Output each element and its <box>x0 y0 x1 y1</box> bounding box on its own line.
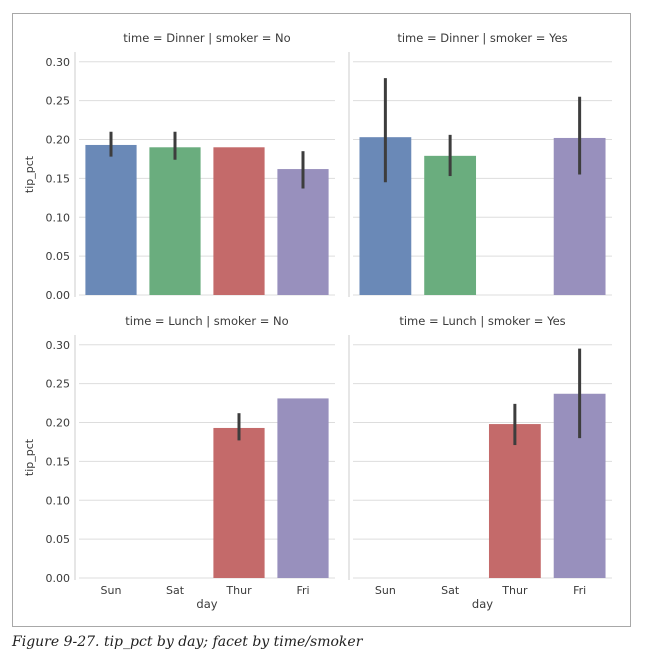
x-tick-label: Thur <box>225 584 252 597</box>
y-tick-label: 0.15 <box>46 172 71 185</box>
bar-sun <box>85 144 137 295</box>
y-tick-label: 0.25 <box>46 95 71 108</box>
figure-frame: 0.00 0.05 0.10 0.15 0.20 0.25 0.30 tip_pct time … <box>12 13 631 627</box>
panel-title: time = Dinner | smoker = Yes <box>397 31 567 45</box>
bar-sat <box>149 147 201 295</box>
bar-fri <box>277 398 329 578</box>
y-tick-label: 0.30 <box>46 339 71 352</box>
x-tick-label: Sun <box>375 584 396 597</box>
y-tick-label: 0.30 <box>46 56 71 69</box>
x-axis-label: day <box>196 597 217 611</box>
bar-thur <box>213 147 265 295</box>
figure-caption: Figure 9-27. tip_pct by day; facet by ti… <box>12 634 363 650</box>
bar-thur <box>488 424 541 578</box>
panel-title: time = Lunch | smoker = No <box>125 314 288 328</box>
panel-title: time = Dinner | smoker = No <box>123 31 290 45</box>
facet-grid: 0.000.050.100.150.200.250.30tip_pcttime … <box>23 31 612 611</box>
bar-sat <box>424 155 477 295</box>
x-tick-label: Sun <box>101 584 122 597</box>
y-tick-label: 0.15 <box>46 455 71 468</box>
y-axis-label: tip_pct <box>23 155 36 193</box>
x-tick-label: Sat <box>166 584 185 597</box>
x-tick-label: Fri <box>296 584 309 597</box>
x-tick-label: Fri <box>573 584 586 597</box>
x-tick-label: Thur <box>501 584 528 597</box>
y-tick-label: 0.20 <box>46 134 71 147</box>
bar-thur <box>213 427 265 578</box>
y-tick-label: 0.20 <box>46 417 71 430</box>
y-axis-label: tip_pct <box>23 438 36 476</box>
y-tick-label: 0.00 <box>46 289 71 302</box>
x-tick-label: Sat <box>441 584 460 597</box>
y-tick-label: 0.10 <box>46 211 71 224</box>
x-axis-label: day <box>472 597 493 611</box>
y-tick-label: 0.05 <box>46 250 71 263</box>
bar-fri <box>277 169 329 295</box>
y-tick-label: 0.25 <box>46 378 71 391</box>
y-tick-label: 0.00 <box>46 572 71 585</box>
y-tick-label: 0.05 <box>46 533 71 546</box>
panel-title: time = Lunch | smoker = Yes <box>399 314 565 328</box>
y-tick-label: 0.10 <box>46 494 71 507</box>
